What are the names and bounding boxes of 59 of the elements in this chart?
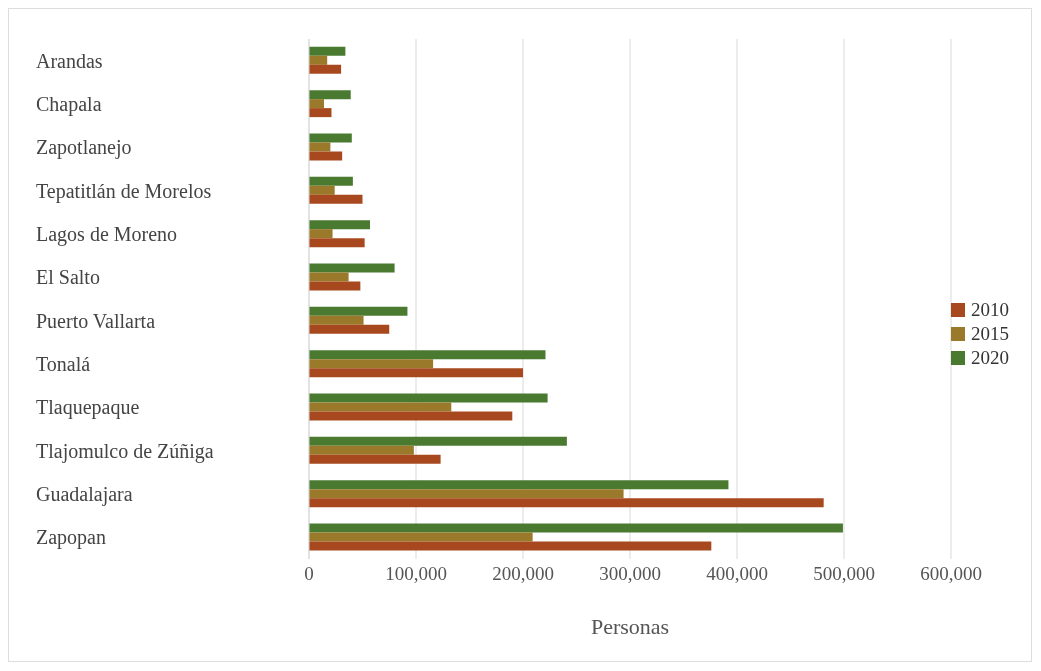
bar xyxy=(309,185,335,195)
bar xyxy=(309,229,333,239)
bar xyxy=(309,272,349,282)
bar xyxy=(309,142,331,152)
y-tick-label: Guadalajara xyxy=(36,483,133,507)
bar xyxy=(309,541,712,551)
bar xyxy=(309,498,824,508)
bar xyxy=(309,436,567,446)
bar xyxy=(309,411,513,421)
x-tick-label: 0 xyxy=(304,563,314,585)
y-tick-label: Chapala xyxy=(36,93,102,117)
bar xyxy=(309,99,324,109)
y-tick-label: Puerto Vallarta xyxy=(36,309,156,332)
bar xyxy=(309,454,441,464)
bar xyxy=(309,445,414,455)
bar xyxy=(309,46,346,56)
bar xyxy=(309,402,452,412)
bar xyxy=(309,306,408,316)
bar xyxy=(309,238,365,248)
x-tick-label: 100,000 xyxy=(385,563,447,585)
x-tick-label: 600,000 xyxy=(920,563,982,585)
bar xyxy=(309,532,533,542)
bar xyxy=(309,359,434,369)
x-axis-title: Personas xyxy=(590,614,670,639)
bar xyxy=(309,55,328,65)
bar xyxy=(309,133,352,143)
bar xyxy=(309,151,343,161)
bar xyxy=(309,220,370,230)
bar xyxy=(309,489,624,499)
y-tick-label: El Salto xyxy=(36,266,100,289)
y-tick-label: Zapopan xyxy=(36,526,106,550)
bar xyxy=(309,350,546,360)
bar xyxy=(309,324,390,334)
bar xyxy=(309,523,843,533)
y-tick-label: Tlajomulco de Zúñiga xyxy=(36,439,214,463)
bar xyxy=(309,263,395,273)
y-tick-label: Zapotlanejo xyxy=(36,136,132,160)
bar xyxy=(309,480,729,490)
y-tick-label: Lagos de Moreno xyxy=(36,223,178,247)
x-tick-label: 400,000 xyxy=(706,563,768,585)
y-tick-label: Tlaquepaque xyxy=(36,396,140,420)
bar xyxy=(309,176,353,186)
bar xyxy=(309,281,361,291)
x-tick-label: 300,000 xyxy=(599,563,661,585)
bar xyxy=(309,315,364,325)
x-tick-label: 500,000 xyxy=(813,563,875,585)
bar xyxy=(309,90,351,100)
bar xyxy=(309,64,342,74)
bar xyxy=(309,108,332,118)
y-tick-label: Arandas xyxy=(36,49,103,72)
legend-label: 2010 xyxy=(970,298,1009,322)
legend-label: 2020 xyxy=(970,346,1009,370)
y-tick-label: Tepatitlán de Morelos xyxy=(36,179,212,203)
legend-label: 2015 xyxy=(970,322,1009,346)
bar xyxy=(309,194,363,204)
y-tick-label: Tonalá xyxy=(36,353,91,376)
x-tick-label: 200,000 xyxy=(492,563,554,585)
bar xyxy=(309,393,548,403)
bar xyxy=(309,368,523,378)
